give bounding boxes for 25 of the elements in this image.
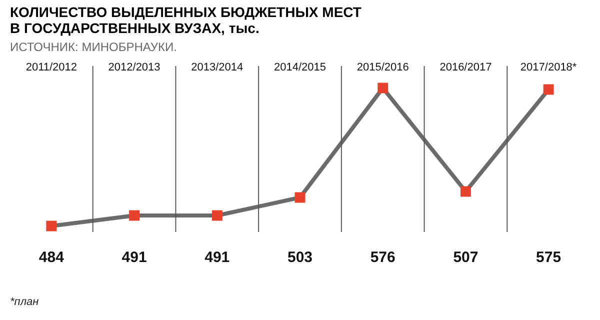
point bbox=[543, 84, 554, 95]
data-label: 507 bbox=[453, 249, 478, 266]
data-label: 491 bbox=[204, 249, 230, 266]
point bbox=[294, 192, 306, 203]
point bbox=[46, 220, 57, 232]
chart-subtitle: ИСТОЧНИК: МИНОБРНАУКИ. bbox=[10, 40, 177, 54]
x-tick-label: 2012/2013 bbox=[108, 62, 160, 74]
data-label: 484 bbox=[38, 249, 65, 266]
point bbox=[378, 82, 388, 94]
data-label: 491 bbox=[122, 249, 147, 266]
point bbox=[129, 210, 140, 221]
x-tick-label: 2014/2015 bbox=[274, 62, 326, 74]
x-tick-label: 2016/2017 bbox=[440, 62, 492, 74]
x-tick-label: 2011/2012 bbox=[26, 62, 78, 74]
data-label: 575 bbox=[536, 249, 562, 266]
data-label: 503 bbox=[287, 249, 313, 266]
text: В ГОСУДАРСТВЕННЫХ ВУЗАХ, тыс. bbox=[10, 20, 260, 36]
text: КОЛИЧЕСТВО ВЫДЕЛЕННЫХ БЮДЖЕТНЫХ МЕСТ bbox=[10, 4, 362, 20]
x-tick-label: 2015/2016 bbox=[356, 62, 409, 74]
x-tick-label: 2013/2014 bbox=[191, 62, 244, 74]
point bbox=[460, 186, 471, 197]
text: *план bbox=[10, 296, 39, 308]
data-label: 576 bbox=[370, 249, 396, 266]
x-tick-label: 2017/2018* bbox=[520, 62, 578, 74]
point bbox=[212, 210, 222, 221]
